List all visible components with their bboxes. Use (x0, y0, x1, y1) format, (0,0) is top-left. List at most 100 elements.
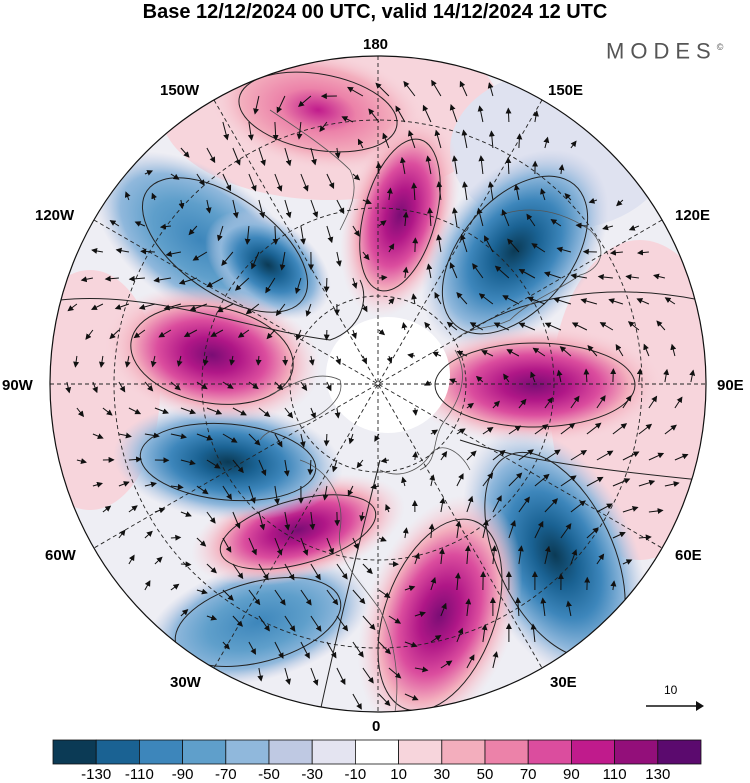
wind-arrow (543, 271, 562, 279)
wind-arrow (482, 519, 489, 539)
wind-arrow (597, 274, 613, 281)
wind-arrow (206, 407, 223, 415)
wind-arrow (335, 355, 341, 366)
wind-arrow (518, 398, 527, 409)
wind-arrow (237, 329, 250, 338)
wind-arrow (128, 407, 142, 415)
colorbar-label: -90 (171, 766, 194, 783)
coastline (379, 447, 471, 475)
wind-arrow (180, 561, 192, 568)
wind-arrow (124, 191, 131, 201)
wind-arrow (180, 609, 189, 617)
wind-arrow (622, 559, 633, 565)
wind-arrow (210, 329, 224, 337)
wind-arrow (494, 265, 510, 279)
colorbar-swatch (311, 739, 356, 765)
colorbar-swatch (138, 739, 183, 765)
wind-arrow (596, 450, 614, 461)
wind-arrow (248, 641, 256, 655)
wind-arrow (144, 432, 160, 439)
wind-arrow (456, 292, 468, 305)
wind-arrow (488, 130, 495, 149)
wind-arrow (412, 237, 419, 253)
wind-arrow (456, 350, 468, 357)
wind-arrow (462, 181, 468, 201)
copyright-mark: © (716, 42, 724, 52)
contour-line (219, 494, 377, 570)
wind-arrow (451, 207, 458, 227)
wind-arrow (516, 133, 523, 149)
wind-arrow (222, 641, 230, 650)
wind-arrow (501, 209, 510, 227)
wind-arrow (643, 343, 650, 357)
wind-arrow (258, 199, 266, 219)
wind-arrow (610, 368, 617, 383)
wind-arrow (428, 523, 435, 539)
graticule (50, 56, 706, 712)
wind-arrow (465, 598, 472, 617)
wind-arrow (482, 427, 494, 435)
wind-arrow (534, 424, 549, 435)
contour-line (319, 459, 381, 712)
wind-arrow (222, 537, 232, 553)
wind-arrow (378, 536, 387, 542)
wind-arrow (492, 651, 499, 669)
wind-arrow (517, 545, 524, 565)
wind-arrow (65, 381, 72, 394)
colorbar-label: -70 (214, 766, 237, 783)
wind-arrow (401, 476, 407, 487)
wind-arrow (348, 433, 355, 445)
wind-arrow (253, 95, 260, 115)
wind-arrow (638, 534, 652, 541)
wind-arrow (627, 321, 640, 331)
wind-arrow (73, 355, 80, 368)
wind-arrow (102, 407, 113, 416)
wind-arrow (608, 298, 624, 305)
wind-arrow (648, 508, 664, 514)
wind-arrow (388, 297, 395, 305)
colorbar-swatch (225, 739, 270, 765)
wind-arrow (144, 481, 157, 488)
wind-arrow (487, 181, 494, 201)
wind-arrow (232, 459, 244, 474)
anomaly-pac-north (209, 56, 427, 173)
wind-arrow (255, 355, 262, 366)
wind-arrow (310, 199, 319, 218)
polar-map (49, 55, 707, 713)
wind-arrow (430, 429, 439, 436)
wind-arrow (180, 459, 196, 466)
wind-arrow (427, 207, 434, 227)
wind-arrow (596, 395, 606, 409)
wind-arrow (361, 303, 368, 313)
wind-arrow (540, 188, 546, 201)
wind-arrow (336, 199, 345, 215)
wind-arrow (124, 355, 131, 368)
colorbar-swatch (398, 739, 443, 765)
wind-arrow (508, 472, 523, 487)
wind-arrow (336, 615, 349, 632)
wind-arrow (553, 297, 572, 305)
wind-arrow (76, 458, 87, 464)
wind-arrow (300, 641, 310, 659)
wind-arrow (424, 380, 432, 386)
wind-arrow (622, 451, 640, 461)
wind-arrow (258, 511, 266, 531)
wind-arrow (518, 322, 536, 331)
wind-arrow (351, 329, 357, 340)
wind-arrow (144, 530, 153, 539)
wind-arrow (176, 355, 183, 367)
wind-arrow (248, 433, 261, 446)
wind-arrow (550, 219, 562, 227)
wind-arrow (104, 275, 119, 282)
wind-arrow (336, 563, 348, 580)
wind-arrow (638, 479, 656, 487)
wind-arrow (275, 303, 286, 317)
colorbar-swatch (657, 739, 702, 765)
wind-arrow (109, 220, 120, 227)
contour-line (441, 175, 589, 335)
wind-arrow (570, 449, 588, 461)
colorbar-label: -50 (258, 766, 280, 783)
lon-label-150e: 150E (548, 82, 584, 99)
wind-arrow (459, 80, 468, 97)
wind-arrow (544, 322, 562, 331)
